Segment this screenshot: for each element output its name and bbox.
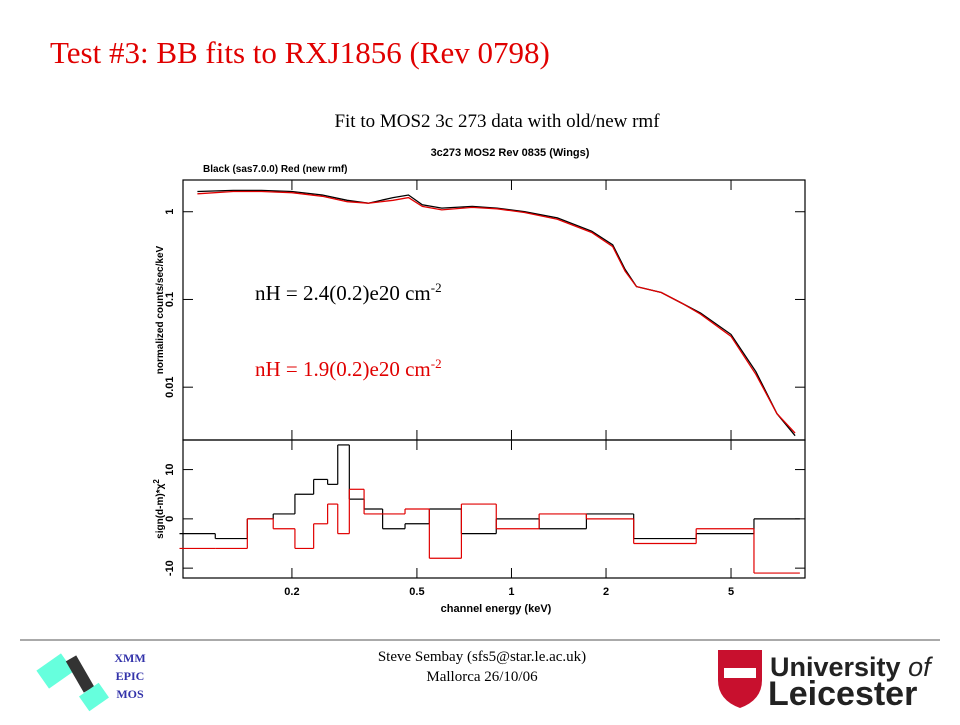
y-tick-label: 0.1	[164, 292, 176, 307]
annotation-sup: -2	[431, 280, 442, 295]
annotation: nH = 2.4(0.2)e20 cm-2	[255, 280, 442, 305]
plot-frame	[182, 439, 806, 579]
plot: 0.01 0.1 1 3c273 MOS2 Rev 0835 (Wings) Black…	[152, 147, 806, 615]
university-city: Leicester	[768, 675, 917, 713]
x-tick-label: 0.5	[409, 586, 424, 598]
x-tick-label: 0.2	[284, 586, 299, 598]
chart-note: Black (sas7.0.0) Red (new rmf)	[203, 164, 348, 175]
y-tick-label: 1	[164, 209, 176, 215]
chart-title: 3c273 MOS2 Rev 0835 (Wings)	[431, 147, 590, 159]
y-tick-label: -10	[164, 560, 176, 576]
logo-text: MOS	[116, 687, 144, 701]
solar-panel	[36, 653, 74, 689]
y-tick-label: 0	[164, 516, 176, 522]
slide-title: Test #3: BB fits to RXJ1856 (Rev 0798)	[50, 35, 550, 70]
annotation-text: nH = 1.9(0.2)e20 cm	[255, 357, 431, 381]
slide-subtitle: Fit to MOS2 3c 273 data with old/new rmf	[334, 111, 660, 132]
solar-panel	[79, 682, 109, 712]
y-axis-label-text: normalized counts/sec/keV	[155, 245, 166, 374]
xmm-logo	[36, 653, 109, 712]
footer-author: Steve Sembay (sfs5@star.le.ac.uk)	[378, 649, 586, 665]
spectrum-line	[197, 189, 796, 437]
y-axis-label: sign(d-m)*χ2	[152, 479, 166, 539]
annotation-text: nH = 2.4(0.2)e20 cm	[255, 281, 431, 305]
university-word: University	[770, 652, 901, 682]
y-axis-label: normalized counts/sec/keV	[155, 245, 166, 374]
shield	[718, 650, 762, 708]
university-word: of	[908, 652, 933, 682]
spectrum-line	[197, 190, 796, 434]
annotation-sup: -2	[431, 356, 442, 371]
y-axis-label-sup: 2	[152, 479, 161, 484]
x-tick-label: 1	[508, 586, 514, 598]
x-tick-label: 5	[728, 586, 734, 598]
y-axis-label-text: sign(d-m)*χ	[155, 483, 166, 538]
logo-text: EPIC	[116, 669, 145, 683]
x-axis-label: channel energy (keV)	[441, 603, 552, 615]
logo-text: XMM	[114, 651, 145, 665]
shield-band	[724, 668, 756, 678]
satellite-body	[65, 655, 95, 693]
footer-venue: Mallorca 26/10/06	[426, 669, 538, 685]
y-tick-label: 10	[164, 463, 176, 475]
annotation: nH = 1.9(0.2)e20 cm-2	[255, 356, 442, 381]
university-crest	[718, 650, 762, 708]
y-tick-label: 0.01	[164, 376, 176, 397]
university-name: University of	[770, 652, 933, 682]
x-tick-label: 2	[603, 586, 609, 598]
